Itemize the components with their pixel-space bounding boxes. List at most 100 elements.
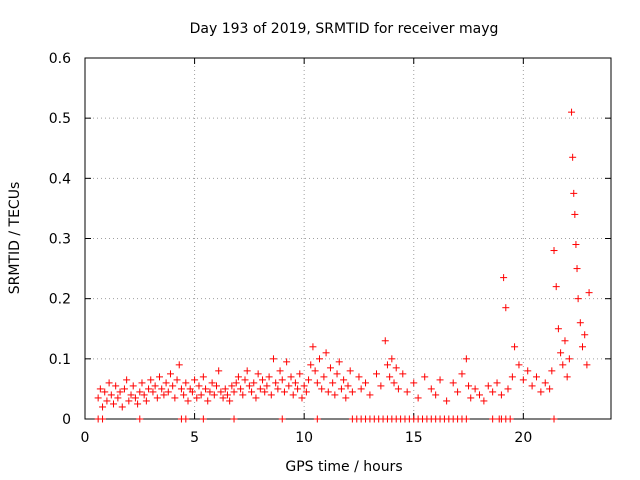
x-tick-label: 5 [190,430,199,446]
data-point [265,373,273,381]
data-point [313,379,321,387]
y-tick-label: 0.5 [49,111,71,127]
data-point [182,379,190,387]
data-point [276,367,284,375]
data-point [550,415,558,423]
data-point [331,391,339,399]
data-point [294,385,302,393]
data-point [182,415,190,423]
data-point [381,337,389,345]
y-tick-label: 0.3 [49,232,71,248]
data-point [230,415,238,423]
data-point [131,394,139,402]
data-point [427,385,435,393]
data-point [291,379,299,387]
data-point [177,385,185,393]
data-point [217,388,225,396]
data-point [572,241,580,249]
data-point [462,415,470,423]
data-point [118,403,126,411]
axis-ticks: 0 5 10 15 20 0 0.1 0.2 0.3 0.4 0.5 0.6 [49,51,611,446]
data-point [127,391,135,399]
data-point [335,358,343,366]
data-point [326,364,334,372]
data-point [340,376,348,384]
y-tick-label: 0.4 [49,171,71,187]
data-point [403,388,411,396]
data-point [366,391,374,399]
data-point [267,391,275,399]
data-point [550,247,558,255]
data-point [206,388,214,396]
data-point [476,391,483,399]
data-point [552,283,560,291]
data-point [221,385,229,393]
data-point [272,379,280,387]
data-point [274,385,282,393]
data-point [129,382,137,390]
data-point [149,388,157,396]
data-point [134,400,142,408]
data-point [191,376,199,384]
data-point [493,379,501,387]
data-point [261,388,269,396]
x-tick-label: 20 [514,430,532,446]
data-point [269,355,277,363]
data-point [583,361,591,369]
data-point [223,391,231,399]
data-point [579,343,587,351]
data-point [248,388,256,396]
data-point [309,343,317,351]
data-point [99,415,107,423]
data-point [489,388,497,396]
x-tick-label: 10 [295,430,313,446]
data-point [344,382,352,390]
data-point [348,388,356,396]
data-point [199,373,207,381]
data-point [289,391,297,399]
data-point [388,355,396,363]
data-point [175,361,183,369]
data-point [254,370,262,378]
data-point [528,382,536,390]
data-point [568,108,576,116]
data-point [232,379,240,387]
data-point [454,388,462,396]
data-point [239,391,247,399]
data-point [171,394,179,402]
data-point [125,397,133,405]
data-point [458,370,466,378]
data-point [316,355,324,363]
data-point [546,385,554,393]
data-point [515,361,523,369]
data-point [280,388,288,396]
data-point [210,391,218,399]
data-point [467,394,475,402]
y-tick-label: 0.6 [49,51,71,67]
data-point [107,391,115,399]
data-point [519,376,527,384]
data-point [230,388,238,396]
data-point [497,391,505,399]
data-point [219,394,227,402]
data-point [484,382,492,390]
data-point [585,289,593,297]
data-point [436,376,444,384]
data-point [563,373,571,381]
data-point [421,373,429,381]
data-point [313,415,321,423]
y-tick-label: 0 [62,412,71,428]
data-point [471,385,479,393]
data-point [162,379,170,387]
data-point [449,379,457,387]
data-point [302,388,310,396]
data-point [414,394,422,402]
data-point [99,403,107,411]
data-point [138,379,146,387]
data-point [184,397,192,405]
data-point [390,379,398,387]
data-point [202,385,210,393]
data-point [153,394,161,402]
data-point [245,382,253,390]
data-point [570,189,578,197]
